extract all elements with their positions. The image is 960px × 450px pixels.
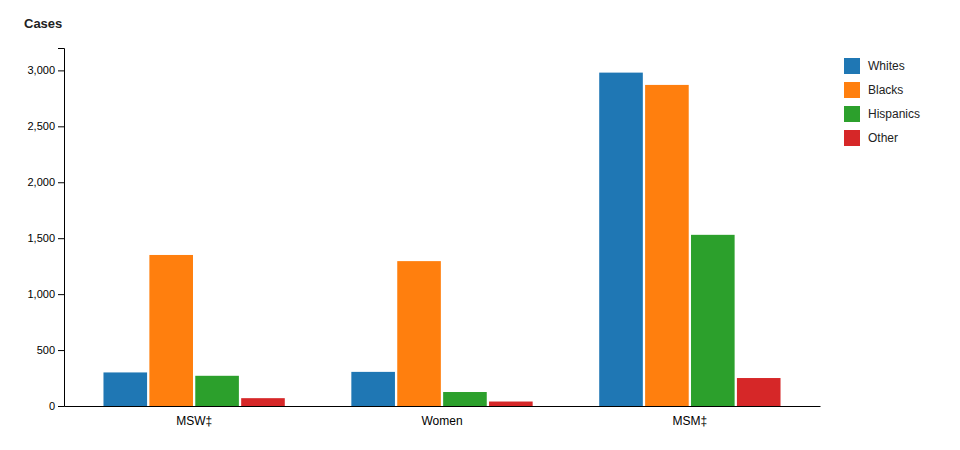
bar-series xyxy=(103,73,642,406)
bar xyxy=(103,372,147,406)
y-tick-label: 1,500 xyxy=(27,232,55,244)
legend-swatch xyxy=(844,58,860,74)
legend-item: Whites xyxy=(844,58,905,74)
bar xyxy=(195,376,239,406)
x-tick-label: MSM‡ xyxy=(673,414,708,428)
x-tick: MSM‡ xyxy=(673,414,708,428)
y-tick-mark xyxy=(58,126,64,127)
y-tick: 0 xyxy=(49,400,64,412)
y-tick-label: 3,000 xyxy=(27,64,55,76)
y-tick: 2,500 xyxy=(27,120,64,132)
y-tick: 500 xyxy=(37,344,64,356)
y-tick-mark xyxy=(58,294,64,295)
y-tick-label: 0 xyxy=(49,400,55,412)
legend-label: Other xyxy=(868,131,898,145)
bar xyxy=(645,85,689,406)
bar xyxy=(599,73,643,406)
bar xyxy=(241,398,285,406)
y-tick-mark xyxy=(58,238,64,239)
y-tick: 1,500 xyxy=(27,232,64,244)
y-tick-mark xyxy=(58,350,64,351)
legend-swatch xyxy=(844,130,860,146)
legend-label: Hispanics xyxy=(868,107,920,121)
y-tick-label: 1,000 xyxy=(27,288,55,300)
legend-item: Blacks xyxy=(844,82,903,98)
y-tick-label: 500 xyxy=(37,344,55,356)
bar xyxy=(737,378,781,406)
x-axis: MSW‡ Women MSM‡ xyxy=(65,407,821,428)
y-tick-label: 2,500 xyxy=(27,120,55,132)
y-tick: 1,000 xyxy=(27,288,64,300)
y-axis: 0 500 1,000 1,500 2,000 2,500 3,000 xyxy=(27,49,64,413)
legend-swatch xyxy=(844,82,860,98)
x-tick: MSW‡ xyxy=(176,414,212,428)
x-axis-line xyxy=(65,406,821,407)
bar xyxy=(691,235,735,406)
y-label: Cases xyxy=(24,16,62,31)
x-tick: Women xyxy=(421,414,462,428)
y-axis-line xyxy=(58,49,65,407)
y-tick-label: 2,000 xyxy=(27,176,55,188)
bar xyxy=(443,392,487,406)
legend-item: Other xyxy=(844,130,898,146)
bar xyxy=(489,402,533,406)
bars xyxy=(103,73,780,406)
bar xyxy=(351,372,395,406)
bar-series xyxy=(195,235,734,406)
legend-swatch xyxy=(844,106,860,122)
bar-series xyxy=(149,85,688,406)
legend-label: Whites xyxy=(868,59,905,73)
chart: 05001,0001,5002,0002,5003,000MSW‡WomenMS… xyxy=(0,0,960,450)
y-tick-mark xyxy=(58,182,64,183)
x-tick-label: MSW‡ xyxy=(176,414,212,428)
x-tick-label: Women xyxy=(421,414,462,428)
plot: 05001,0001,5002,0002,5003,000MSW‡WomenMS… xyxy=(27,49,820,428)
y-tick-mark xyxy=(58,406,64,407)
bar xyxy=(149,255,193,406)
bar xyxy=(397,261,441,406)
y-tick-mark xyxy=(58,70,64,71)
y-tick: 2,000 xyxy=(27,176,64,188)
legend-label: Blacks xyxy=(868,83,903,97)
legend-item: Hispanics xyxy=(844,106,920,122)
legend: Whites Blacks Hispanics Other xyxy=(844,58,920,146)
y-tick: 3,000 xyxy=(27,64,64,76)
bar-series xyxy=(241,378,780,406)
